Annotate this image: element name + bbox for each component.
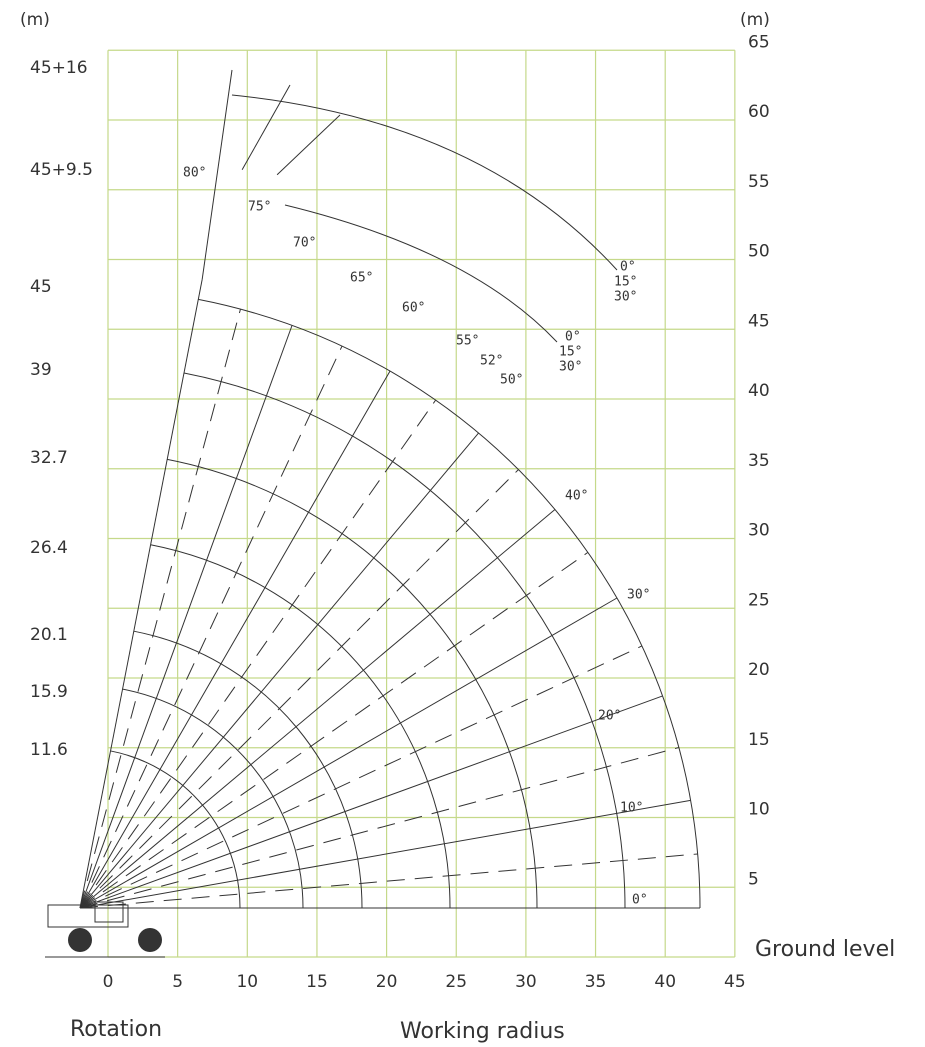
jib-angle-label: 70° (293, 236, 316, 251)
radial-line (79, 747, 680, 909)
x-tick-label: 10 (236, 972, 258, 992)
jib-offset-label: 30° (614, 290, 637, 305)
y-tick-label: 5 (748, 869, 759, 889)
jib-offset-label: 15° (614, 275, 637, 290)
boom-length-label: 15.9 (30, 682, 68, 702)
y-tick-label: 60 (748, 102, 770, 122)
boom-arc (110, 750, 241, 909)
boom-arc (183, 372, 626, 909)
radial-line (79, 853, 698, 909)
jib (276, 114, 341, 176)
jib-angle-label: 60° (402, 301, 425, 316)
boom-arc (122, 688, 304, 909)
radial-line (79, 597, 618, 909)
y-tick-label: 45 (748, 311, 770, 331)
rotation-label: Rotation (70, 1017, 162, 1042)
jib-offset-label: 0° (565, 330, 581, 345)
radial-line (79, 551, 589, 909)
x-tick-label: 5 (172, 972, 183, 992)
boom-angle-label: 10° (620, 801, 643, 816)
y-tick-label: 35 (748, 451, 770, 471)
boom-angle-label: 20° (598, 709, 621, 724)
y-tick-label: 15 (748, 730, 770, 750)
boom (79, 279, 203, 909)
radial-line (79, 799, 691, 909)
boom-angle-label: 40° (565, 489, 588, 504)
y-tick-label: 25 (748, 590, 770, 610)
right-unit: (m) (740, 10, 770, 30)
radial-line (79, 345, 343, 909)
crane (45, 901, 165, 958)
drawing (79, 69, 701, 909)
wheel (68, 928, 92, 952)
jib-angle-label: 80° (183, 166, 206, 181)
boom-arc (167, 458, 538, 909)
boom-arc (198, 298, 701, 909)
boom-length-label: 20.1 (30, 625, 68, 645)
cab (94, 901, 124, 923)
grid (107, 49, 736, 958)
jib-angle-label: 50° (500, 373, 523, 388)
jib-angle-label: 65° (350, 271, 373, 286)
radial-line (79, 325, 293, 909)
jib (201, 69, 233, 280)
boom-arc (133, 630, 363, 909)
jib-offset-label: 0° (620, 260, 636, 275)
boom-length-label: 11.6 (30, 740, 68, 760)
boom-arc (150, 544, 451, 909)
x-tick-label: 25 (445, 972, 467, 992)
jib-arc (284, 204, 558, 343)
y-tick-label: 50 (748, 242, 770, 262)
y-tick-label: 40 (748, 381, 770, 401)
radial-line (79, 509, 556, 909)
jib-arc (231, 94, 618, 271)
boom-length-label: 39 (30, 360, 52, 380)
radial-line (79, 308, 241, 909)
wheel (138, 928, 162, 952)
radial-line (79, 695, 663, 909)
jib-angle-label: 52° (480, 354, 503, 369)
boom-length-label: 45+16 (30, 58, 88, 78)
radial-line (79, 370, 391, 909)
boom-angle-label: 30° (627, 588, 650, 603)
x-tick-label: 0 (103, 972, 114, 992)
boom-length-label: 45 (30, 277, 52, 297)
x-tick-label: 45 (724, 972, 746, 992)
boom-length-label: 45+9.5 (30, 160, 93, 180)
y-tick-label: 55 (748, 172, 770, 192)
ground-label: Ground level (755, 937, 895, 962)
x-tick-label: 40 (654, 972, 676, 992)
y-tick-label: 65 (748, 32, 770, 52)
boom-length-label: 32.7 (30, 448, 68, 468)
x-tick-label: 20 (376, 972, 398, 992)
radial-line (79, 432, 479, 909)
boom-angle-label: 0° (632, 893, 648, 908)
x-tick-label: 30 (515, 972, 537, 992)
y-tick-label: 30 (748, 521, 770, 541)
boom-length-label: 26.4 (30, 538, 68, 558)
y-tick-label: 10 (748, 800, 770, 820)
jib-angle-label: 75° (248, 200, 271, 215)
left-unit: (m) (20, 10, 50, 30)
crane-body (47, 904, 129, 928)
radial-line (79, 469, 519, 909)
radial-line (79, 399, 437, 909)
x-tick-label: 15 (306, 972, 328, 992)
jib (241, 84, 291, 171)
jib-offset-label: 15° (559, 345, 582, 360)
jib-angle-label: 55° (456, 334, 479, 349)
x-axis-title: Working radius (400, 1019, 565, 1044)
x-tick-label: 35 (585, 972, 607, 992)
radial-line (79, 645, 643, 909)
jib-offset-label: 30° (559, 360, 582, 375)
labels: 0 5 10 15 20 25 30 35 40 45 5 10 15 20 25 30 35 40 45 50 55 6… (30, 32, 770, 992)
y-tick-label: 20 (748, 660, 770, 680)
